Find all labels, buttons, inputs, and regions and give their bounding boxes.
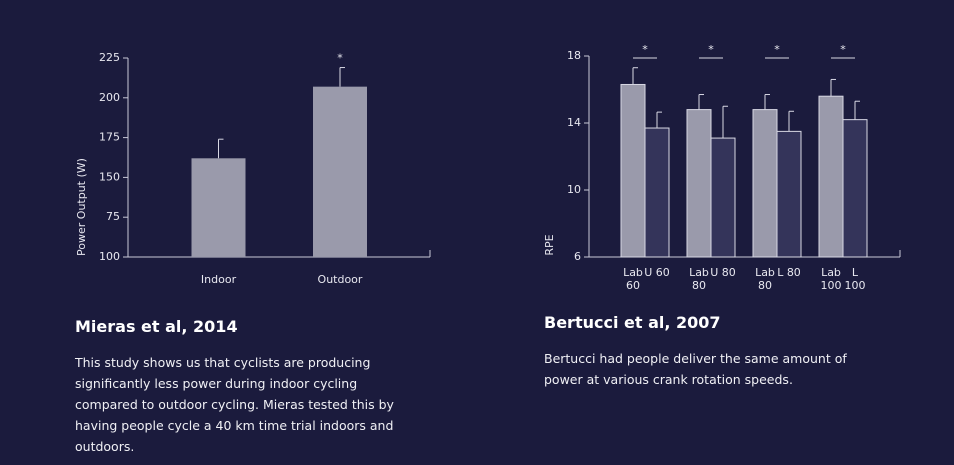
significance-marker: * [337,52,343,65]
bar [776,130,802,258]
y-tick-label: 10 [567,183,581,196]
significance-marker: * [642,43,648,56]
y-tick-label: 14 [567,116,581,129]
y-tick-label: 150 [99,170,120,183]
bar [620,83,646,258]
bar [818,95,844,258]
bar [752,109,778,258]
x-tick-label: Lab 60 [623,266,643,292]
bar [313,86,367,257]
x-tick-label: Lab 100 [820,266,842,292]
significance-marker: * [840,43,846,56]
y-tick-label: 100 [99,250,120,263]
significance-marker: * [708,43,714,56]
y-tick-label: 18 [567,49,581,62]
y-tick-label: 6 [574,250,581,263]
y-tick-label: 200 [99,91,120,104]
y-axis-label: Power Output (W) [75,158,88,256]
y-tick-label: 175 [99,131,120,144]
article-title: Mieras et al, 2014 [75,317,238,336]
y-tick-label: 75 [106,210,120,223]
article-body: This study shows us that cyclists are pr… [75,355,394,454]
x-tick-label: U 80 [710,266,736,279]
y-axis-label: RPE [543,234,556,255]
x-tick-label: U 60 [644,266,670,279]
x-tick-label: L 100 [844,266,866,292]
x-tick-label: Indoor [200,273,237,286]
y-tick-label: 225 [99,51,120,64]
article-body: Bertucci had people deliver the same amo… [544,351,847,387]
significance-marker: * [774,43,780,56]
x-tick-label: L 80 [777,266,801,279]
x-tick-label: Lab 80 [755,266,775,292]
x-tick-label: Outdoor [317,273,363,286]
x-tick-label: Lab 80 [689,266,709,292]
bar [710,137,736,258]
bar [191,158,246,257]
bar [686,109,712,258]
bar [842,119,868,258]
bar [644,127,670,258]
article-title: Bertucci et al, 2007 [544,313,721,332]
